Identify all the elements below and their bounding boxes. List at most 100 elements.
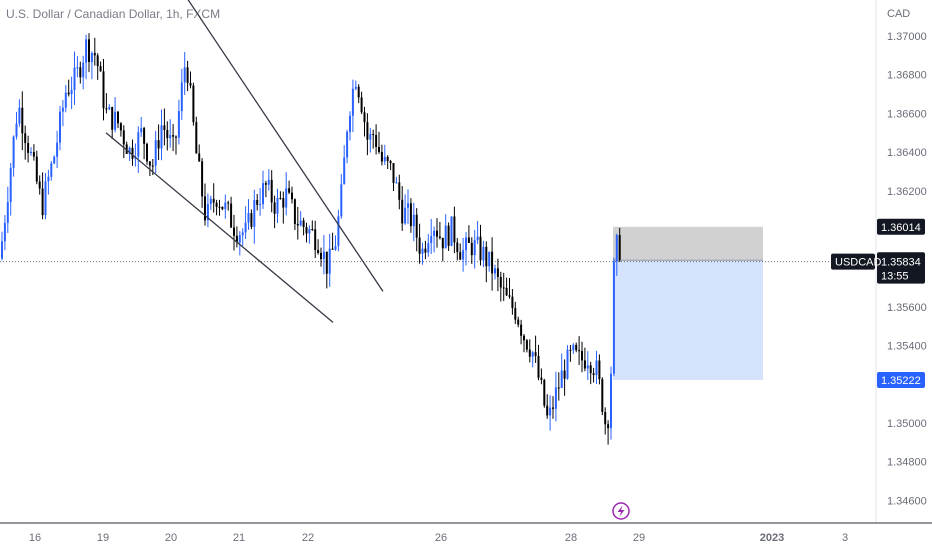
candle-body [456, 242, 459, 253]
take-profit-zone [613, 260, 763, 381]
candle-body [163, 125, 166, 131]
time-tick-label: 29 [633, 532, 645, 544]
candle-body [305, 226, 308, 234]
candle-body [143, 128, 146, 144]
candle-body [125, 144, 128, 154]
top-price-tag: 1.36014 [881, 222, 921, 234]
candle-body [610, 373, 612, 429]
price-tick-label: 1.35400 [887, 341, 927, 353]
candle-body [227, 202, 230, 204]
candle-body [253, 200, 256, 227]
candle-body [424, 248, 427, 253]
candle-body [264, 183, 267, 185]
candle-body [204, 196, 206, 221]
candle-body [293, 199, 296, 225]
candles [1, 33, 621, 445]
candle-body [589, 365, 592, 374]
candle-body [569, 349, 572, 351]
candle-body [24, 133, 27, 144]
candle-body [76, 67, 79, 69]
candle-body [198, 153, 201, 162]
candle-body [398, 182, 401, 200]
candle-body [250, 213, 253, 227]
candle-body [465, 237, 467, 251]
bottom-price-tag-bg [877, 372, 925, 389]
candle-body [386, 156, 389, 162]
candle-body [241, 232, 244, 236]
candle-body [346, 131, 349, 158]
candle-body [189, 82, 192, 86]
lightning-icon[interactable] [612, 502, 630, 520]
stop-loss-zone [613, 226, 763, 261]
candle-body [354, 86, 357, 89]
candle-body [427, 243, 430, 253]
candle-body [575, 344, 578, 351]
price-tick-label: 1.36800 [887, 70, 927, 82]
candle-body [476, 236, 479, 241]
symbol-tag: USDCAD [835, 257, 882, 269]
trendlines [105, 0, 384, 323]
candle-body [566, 349, 569, 379]
symbol-tag-bg [831, 253, 875, 270]
candle-body [543, 379, 546, 406]
candle-body [531, 352, 534, 357]
candle-body [183, 67, 186, 83]
candle-body [99, 66, 102, 72]
candle-body [108, 107, 111, 110]
candle-body [366, 122, 369, 140]
candle-body [27, 143, 30, 153]
price-tick-label: 1.34800 [887, 457, 927, 469]
candle-body [122, 130, 125, 145]
candle-body [447, 225, 450, 246]
time-tick-label: 20 [165, 532, 177, 544]
time-tick-label: 16 [29, 532, 41, 544]
candle-body [363, 112, 366, 123]
candle-body [1, 241, 3, 259]
position-tool [0, 226, 876, 381]
candle-body [128, 147, 131, 154]
candle-body [389, 161, 392, 164]
candle-body [514, 308, 517, 320]
candle-body [12, 136, 15, 168]
candle-body [160, 125, 163, 149]
candle-body [349, 115, 351, 132]
candle-body [131, 147, 134, 159]
candle-body [35, 156, 38, 182]
candle-body [201, 161, 204, 197]
candle-body [505, 287, 508, 296]
candle-body [615, 235, 618, 262]
candle-body [235, 235, 238, 243]
candle-body [114, 111, 117, 130]
candle-body [557, 387, 560, 389]
candle-body [59, 111, 61, 143]
trendline-2 [105, 132, 334, 323]
candle-body [340, 184, 343, 217]
candle-body [479, 236, 482, 261]
candle-body [378, 146, 380, 152]
current-price-tag: 1.35834 [881, 257, 921, 269]
candle-body [592, 373, 595, 376]
candle-body [259, 204, 262, 206]
time-tick-label: 26 [435, 532, 447, 544]
candle-body [444, 225, 447, 249]
candle-body [412, 214, 415, 227]
candle-body [488, 251, 491, 267]
price-tick-label: 1.37000 [887, 31, 927, 43]
candle-body [276, 197, 279, 214]
candle-body [157, 140, 160, 149]
countdown-label: 13:55 [881, 271, 909, 283]
candle-body [238, 235, 241, 243]
symbol-title: U.S. Dollar / Canadian Dollar, 1h, FXCM [6, 7, 221, 21]
candle-body [9, 167, 12, 203]
candle-body [273, 202, 276, 214]
candle-body [351, 88, 354, 116]
candle-body [392, 163, 395, 184]
price-tick-label: 1.36600 [887, 108, 927, 120]
candle-body [415, 214, 418, 238]
candle-body [322, 251, 325, 260]
candle-body [175, 136, 177, 138]
candle-body [430, 235, 433, 244]
candle-body [462, 250, 465, 260]
candle-body [154, 140, 157, 166]
